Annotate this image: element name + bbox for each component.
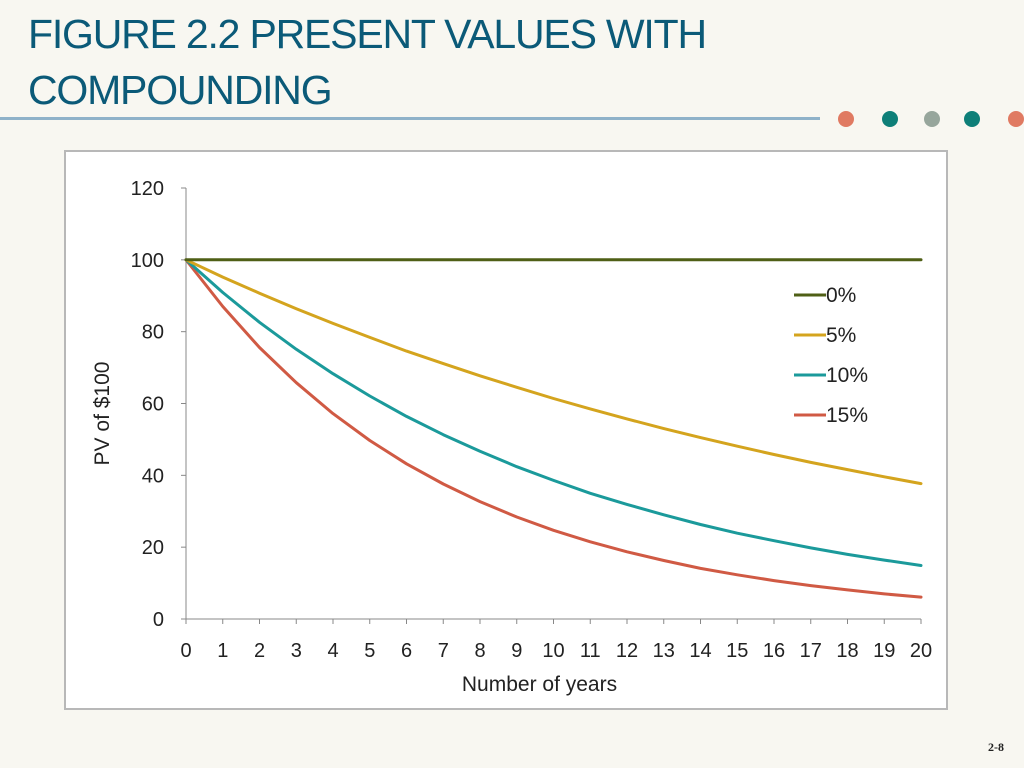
series-line-15pct	[184, 258, 923, 599]
series-line-5pct	[184, 258, 923, 486]
x-tick-label: 12	[616, 640, 638, 662]
x-tick-label: 2	[254, 640, 265, 662]
x-tick-label: 5	[364, 640, 375, 662]
x-tick-label: 19	[873, 640, 895, 662]
x-tick-label: 18	[836, 640, 858, 662]
x-tick-label: 4	[327, 640, 338, 662]
decorative-dot	[1008, 111, 1024, 127]
x-tick-label: 8	[474, 640, 485, 662]
x-tick-label: 14	[689, 640, 711, 662]
x-tick-label: 9	[511, 640, 522, 662]
x-axis-label: Number of years	[462, 673, 617, 696]
decorative-dot	[964, 111, 980, 127]
y-tick-label: 20	[142, 537, 164, 559]
chart-frame: 0 20 40 60 80 100 120 0 1 2 3 4 5 6 7 8 9 10 11 12 13 14 15 16 1…	[64, 150, 948, 710]
x-tick-label: 6	[401, 640, 412, 662]
x-tick-label: 3	[291, 640, 302, 662]
page-number: 2-8	[988, 740, 1004, 754]
x-tick-label: 7	[438, 640, 449, 662]
x-tick-label: 15	[726, 640, 748, 662]
decorative-dot	[882, 111, 898, 127]
x-tick-label: 17	[800, 640, 822, 662]
legend-label: 10%	[826, 364, 868, 387]
y-tick-label: 120	[131, 178, 164, 200]
decorative-dot	[838, 111, 854, 127]
decorative-dot	[924, 111, 940, 127]
title-rule	[0, 117, 820, 120]
y-tick-label: 100	[131, 250, 164, 272]
y-tick-label: 40	[142, 465, 164, 487]
x-tick-label: 1	[217, 640, 228, 662]
y-tick-label: 60	[142, 394, 164, 416]
y-tick-label: 0	[153, 609, 164, 631]
series-line-10pct	[184, 258, 923, 567]
legend-label: 5%	[826, 324, 856, 347]
x-tick-label: 16	[763, 640, 785, 662]
y-tick-label: 80	[142, 322, 164, 344]
x-tick-label: 10	[542, 640, 564, 662]
slide-title: FIGURE 2.2 PRESENT VALUES WITH COMPOUNDI…	[28, 11, 707, 113]
x-tick-label: 13	[653, 640, 675, 662]
x-tick-label: 20	[910, 640, 932, 662]
x-tick-label: 0	[180, 640, 191, 662]
x-tick-label: 11	[580, 640, 601, 662]
y-axis-label: PV of $100	[91, 362, 114, 466]
legend-label: 15%	[826, 404, 868, 427]
legend-label: 0%	[826, 284, 856, 307]
